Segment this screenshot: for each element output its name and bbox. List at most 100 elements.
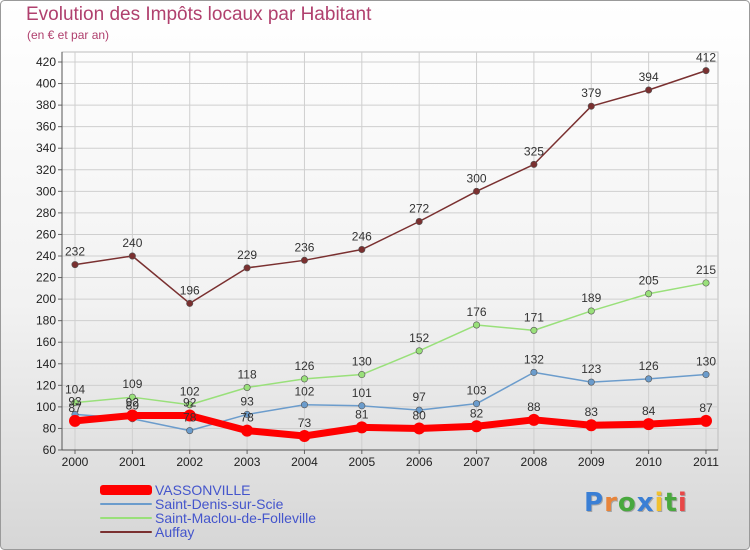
logo-letter: o [617,488,637,518]
series-point [186,401,194,409]
series-point [470,420,483,433]
y-tick-label: 60 [43,443,57,457]
series-point [243,383,251,391]
series-point [71,261,79,269]
data-label: 171 [524,310,544,324]
series-point [645,375,653,383]
logo-letter: i [677,488,688,518]
data-label: 92 [126,396,140,410]
x-tick-label: 2011 [693,455,719,469]
data-label: 215 [696,263,716,277]
data-label: 126 [639,359,659,373]
series-point [126,409,139,422]
series-point [530,326,538,334]
data-label: 394 [639,70,659,84]
series-point [300,401,308,409]
series-line [74,69,707,305]
data-label: 87 [699,401,713,415]
chart-subtitle: (en € et par an) [27,28,110,42]
data-label: 246 [352,230,372,244]
data-label: 102 [180,385,200,399]
series-point [358,402,366,410]
series-point [587,102,595,110]
y-tick-label: 400 [36,77,56,91]
legend-swatch [100,485,152,495]
data-label: 87 [68,401,82,415]
axis-layer: 60 80 100 120 140 160 180 200 220 240 260 280 300 320… [36,52,719,469]
series-point [300,375,308,383]
series-point [642,418,655,431]
data-label: 123 [581,362,601,376]
y-tick-label: 80 [43,421,57,435]
data-label: 101 [352,386,372,400]
series-line [74,282,707,406]
series-point [298,429,311,442]
y-tick-label: 340 [36,141,56,155]
data-label: 232 [65,245,85,259]
series-point [700,414,712,427]
series-line [71,412,710,440]
series-point [186,427,194,435]
series-point [69,414,81,427]
data-label: 78 [240,411,254,425]
series-point [473,321,481,329]
logo-letter: x [636,488,655,518]
data-label: 104 [65,383,85,397]
x-tick-label: 2003 [234,455,261,469]
series-point [300,256,308,264]
series-point [415,347,423,355]
x-tick-label: 2002 [176,455,203,469]
data-label: 92 [183,396,197,410]
legend-item: Saint-Maclou-de-Folleville [100,511,316,525]
y-tick-label: 140 [36,357,56,371]
series-point [645,86,653,94]
data-label: 73 [298,416,312,430]
legend-swatch [100,531,152,533]
y-tick-label: 120 [36,378,56,392]
data-label: 236 [294,240,314,254]
data-label: 205 [639,274,659,288]
series-line [74,371,707,432]
y-tick-label: 200 [36,292,56,306]
data-label: 152 [409,331,429,345]
data-label: 240 [122,236,142,250]
series-point [702,371,710,379]
data-label: 272 [409,202,429,216]
data-label: 78 [183,411,197,425]
x-tick-label: 2005 [348,455,375,469]
data-label: 93 [68,394,82,408]
y-tick-label: 220 [36,271,56,285]
series-point [128,252,136,260]
data-label: 97 [413,390,427,404]
series-point [415,406,423,414]
legend-label: VASSONVILLE [155,482,251,498]
y-tick-label: 320 [36,163,56,177]
series-point [587,378,595,386]
x-tick-label: 2000 [62,455,89,469]
series-point [358,371,366,379]
legend-item: VASSONVILLE [100,483,316,497]
x-tick-label: 2009 [578,455,605,469]
legend-item: Saint-Denis-sur-Scie [100,497,316,511]
chart-legend: VASSONVILLE Saint-Denis-sur-Scie Saint-Mac… [100,483,316,539]
series-point [243,264,251,272]
y-tick-label: 260 [36,227,56,241]
series-point [186,299,194,307]
legend-label: Saint-Denis-sur-Scie [155,496,284,512]
data-label: 89 [126,399,140,413]
data-label: 325 [524,144,544,158]
x-tick-label: 2004 [291,455,318,469]
y-tick-label: 280 [36,206,56,220]
data-label: 103 [467,384,487,398]
data-label: 196 [180,283,200,297]
data-label: 130 [352,355,372,369]
data-label: 300 [467,171,487,185]
x-tick-label: 2008 [521,455,548,469]
data-label: 189 [581,291,601,305]
data-label: 84 [642,404,656,418]
data-label: 130 [696,355,716,369]
x-tick-label: 2006 [406,455,433,469]
chart-title: Evolution des Impôts locaux par Habitant [26,4,372,25]
